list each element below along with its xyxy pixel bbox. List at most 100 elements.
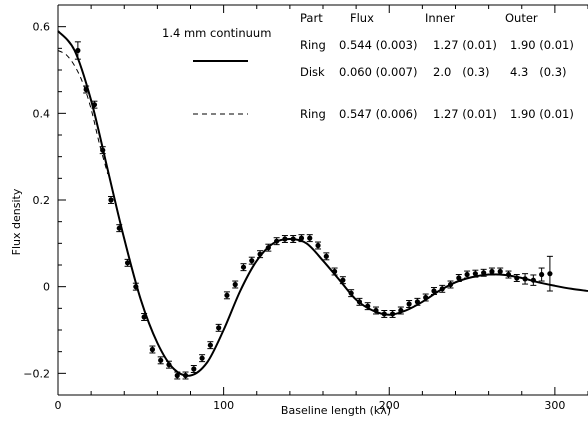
point-marker — [91, 102, 98, 108]
point-marker — [108, 197, 114, 203]
legend-row-ring-part: Ring — [300, 38, 326, 52]
point-marker — [216, 325, 222, 331]
point-marker — [323, 253, 329, 259]
point-marker — [149, 346, 156, 353]
point-marker — [356, 299, 363, 305]
legend-header-part: Part — [300, 11, 323, 25]
point-marker — [505, 271, 512, 278]
point-marker — [265, 245, 271, 251]
data-point — [364, 302, 371, 311]
point-marker — [298, 235, 305, 241]
x-axis-label: Baseline length (kλ) — [281, 404, 391, 417]
legend-row-disk-outer: 4.3 (0.3) — [510, 65, 567, 79]
point-marker — [472, 271, 478, 277]
legend-title: 1.4 mm continuum — [162, 26, 271, 40]
tick-labels: 0 100 200 300 −0.2 0 0.2 0.4 0.6 — [23, 21, 565, 412]
point-marker — [116, 225, 122, 231]
data-point — [439, 284, 446, 293]
data-point — [273, 237, 280, 246]
data-point — [141, 313, 148, 321]
data-point — [464, 270, 471, 279]
legend-row-ring2-part: Ring — [300, 107, 326, 121]
data-point — [488, 267, 495, 276]
point-marker — [124, 260, 131, 266]
point-marker — [182, 372, 189, 379]
data-point — [339, 276, 346, 285]
point-marker — [497, 268, 503, 275]
data-point — [422, 293, 429, 302]
data-point — [248, 256, 255, 265]
point-marker — [282, 236, 288, 242]
data-point — [149, 345, 156, 354]
data-point — [530, 274, 537, 286]
data-point — [207, 341, 214, 350]
data-point — [455, 274, 462, 282]
legend-row-ring2-outer: 1.90 (0.01) — [510, 107, 574, 121]
point-marker — [489, 268, 495, 275]
data-point — [522, 273, 529, 285]
data-point — [348, 289, 355, 298]
legend-row-ring-flux: 0.544 (0.003) — [339, 38, 417, 52]
data-point — [306, 234, 313, 243]
legend-header-outer: Outer — [505, 11, 538, 25]
data-point — [165, 360, 172, 369]
point-marker — [348, 290, 354, 296]
data-point — [356, 297, 363, 306]
data-point — [505, 270, 512, 279]
point-marker — [307, 235, 313, 241]
point-marker — [431, 288, 437, 294]
point-marker — [141, 314, 147, 320]
point-marker — [456, 275, 462, 281]
point-marker — [315, 242, 321, 249]
x-tick-label: 0 — [55, 399, 62, 412]
point-marker — [423, 294, 429, 301]
axis-ticks — [57, 4, 588, 396]
data-point — [190, 365, 197, 373]
data-point — [546, 255, 553, 292]
data-point — [108, 196, 114, 204]
data-point — [116, 224, 123, 233]
data-point — [315, 241, 322, 250]
point-marker — [191, 366, 197, 372]
point-marker — [539, 271, 545, 278]
point-marker — [207, 342, 213, 348]
data-point — [215, 323, 222, 332]
point-marker — [414, 299, 421, 305]
data-point — [397, 306, 404, 315]
data-point — [223, 291, 230, 300]
point-marker — [522, 276, 528, 282]
data-point — [538, 267, 545, 282]
point-marker — [83, 86, 89, 93]
data-point — [447, 280, 454, 289]
point-marker — [439, 286, 445, 292]
data-point — [240, 263, 247, 272]
data-point — [331, 267, 338, 276]
point-marker — [547, 271, 553, 277]
data-point — [174, 371, 181, 380]
point-marker — [447, 281, 454, 288]
data-points — [74, 41, 553, 380]
y-tick-label: −0.2 — [23, 367, 50, 380]
data-point — [389, 310, 396, 318]
point-marker — [75, 47, 81, 54]
y-tick-label: 0 — [43, 281, 50, 294]
point-marker — [274, 238, 280, 244]
data-point — [430, 287, 437, 295]
point-marker — [514, 275, 520, 281]
data-point — [232, 280, 239, 289]
x-tick-label: 100 — [213, 399, 234, 412]
data-point — [414, 297, 421, 306]
legend-row-disk-inner: 2.0 (0.3) — [433, 65, 490, 79]
data-point — [265, 243, 272, 252]
point-marker — [398, 307, 404, 314]
data-point — [480, 268, 487, 277]
data-point — [199, 354, 206, 363]
data-point — [257, 250, 264, 259]
point-marker — [381, 311, 387, 317]
data-point — [323, 252, 330, 261]
data-point — [99, 146, 106, 155]
data-point — [298, 234, 305, 243]
data-point — [406, 300, 413, 308]
point-marker — [158, 357, 164, 363]
